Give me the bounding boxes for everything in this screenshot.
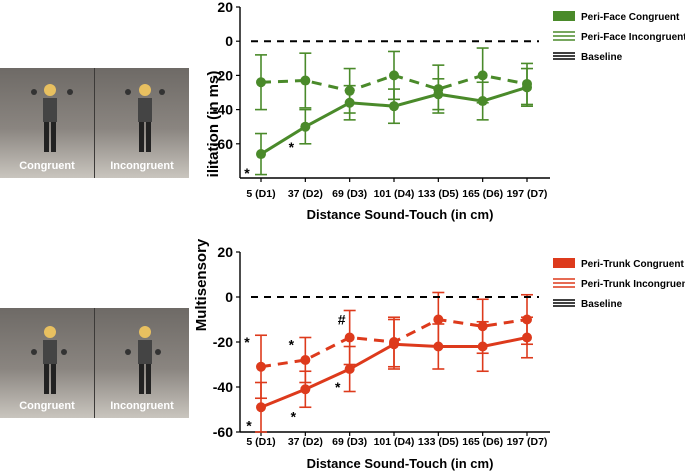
trunk-legend-label: Peri-Trunk Incongruent	[581, 279, 685, 290]
scene-label-congruent: Congruent	[19, 160, 75, 172]
scene-bottom: Congruent Incongruent	[0, 308, 189, 418]
face-data-point	[389, 70, 399, 81]
trunk-y-axis-title: Multisensory	[193, 238, 210, 331]
face-data-point	[433, 84, 444, 95]
trunk-y-tick-label: 20	[217, 244, 233, 260]
trunk-legend-label: Baseline	[581, 299, 623, 310]
trunk-significance-mark: *	[246, 417, 252, 433]
trunk-y-tick-label: -60	[213, 424, 233, 440]
trunk-x-tick-label: 37 (D2)	[288, 436, 323, 448]
scene-label-incongruent: Incongruent	[110, 160, 174, 172]
avatar-figure-icon	[31, 326, 161, 394]
face-y-tick-label: 0	[225, 33, 233, 49]
trunk-data-point	[389, 337, 399, 347]
face-y-tick-label: -60	[213, 136, 233, 152]
trunk-x-tick-label: 133 (D5)	[418, 436, 459, 448]
trunk-data-point	[300, 355, 311, 365]
face-y-tick-label: 20	[217, 0, 233, 15]
face-x-tick-label: 165 (D6)	[462, 188, 503, 200]
face-x-tick-label: 133 (D5)	[418, 188, 459, 200]
face-significance-mark: *	[244, 165, 250, 181]
trunk-legend-swatch-solid	[553, 258, 575, 268]
trunk-x-tick-label: 5 (D1)	[246, 436, 275, 448]
face-x-tick-label: 197 (D7)	[507, 188, 548, 200]
scene-divider	[94, 308, 95, 418]
trunk-data-point	[522, 314, 532, 325]
trunk-y-tick-label: -20	[213, 334, 233, 350]
face-x-axis-title: Distance Sound-Touch (in cm)	[307, 207, 494, 222]
trunk-data-point	[477, 321, 488, 332]
trunk-legend-label: Peri-Trunk Congruent	[581, 259, 684, 270]
scene-divider	[94, 68, 95, 178]
trunk-x-tick-label: 101 (D4)	[374, 436, 415, 448]
trunk-significance-mark: *	[244, 334, 250, 350]
trunk-x-tick-label: 197 (D7)	[507, 436, 548, 448]
trunk-x-tick-label: 165 (D6)	[462, 436, 503, 448]
scene-top: Congruent Incongruent	[0, 68, 189, 178]
trunk-data-point	[433, 314, 444, 325]
face-data-point	[522, 78, 532, 89]
face-data-point	[256, 149, 266, 160]
face-y-axis-title: ilitation (in ms)	[205, 71, 222, 178]
trunk-significance-mark: *	[335, 379, 341, 395]
face-data-point	[300, 75, 311, 86]
trunk-significance-mark: *	[289, 336, 295, 352]
face-data-point	[344, 85, 355, 96]
trunk-data-point	[300, 384, 311, 395]
face-x-tick-label: 101 (D4)	[374, 188, 415, 200]
face-x-tick-label: 37 (D2)	[288, 188, 323, 200]
face-y-tick-label: -20	[213, 67, 233, 83]
avatar-figure-icon	[31, 84, 165, 152]
face-x-tick-label: 5 (D1)	[246, 188, 275, 200]
trunk-x-tick-label: 69 (D3)	[332, 436, 367, 448]
face-significance-mark: *	[289, 139, 295, 155]
face-x-tick-label: 69 (D3)	[332, 188, 367, 200]
trunk-significance-mark: *	[291, 408, 297, 424]
trunk-y-tick-label: 0	[225, 289, 233, 305]
face-data-point	[389, 101, 399, 112]
trunk-data-point	[344, 332, 355, 343]
trunk-significance-mark: #	[338, 312, 346, 328]
scene-label-incongruent: Incongruent	[110, 400, 174, 412]
face-data-point	[477, 70, 488, 81]
scene-label-congruent: Congruent	[19, 400, 75, 412]
face-legend-swatch-solid	[553, 11, 575, 21]
trunk-data-point	[256, 402, 266, 413]
trunk-x-axis-title: Distance Sound-Touch (in cm)	[307, 456, 494, 471]
face-data-point	[300, 121, 311, 132]
trunk-y-tick-label: -40	[213, 379, 233, 395]
face-y-tick-label: -40	[213, 102, 233, 118]
face-legend-label: Peri-Face Congruent	[581, 12, 680, 23]
trunk-data-point	[256, 361, 266, 372]
trunk-data-point	[344, 364, 355, 374]
face-legend-label: Baseline	[581, 52, 623, 63]
face-data-point	[256, 77, 266, 88]
face-legend-label: Peri-Face Incongruent	[581, 32, 685, 43]
